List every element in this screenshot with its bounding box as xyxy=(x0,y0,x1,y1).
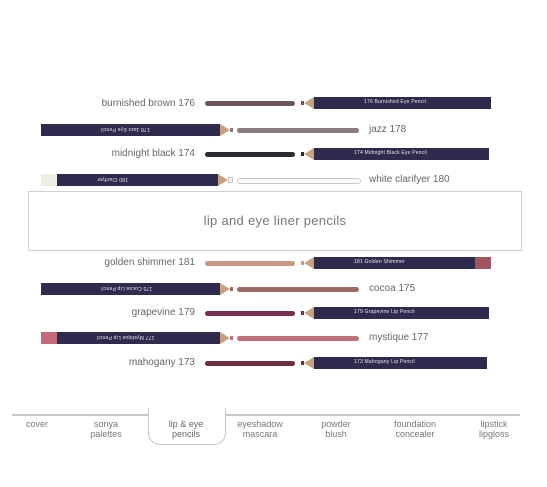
nav-tab-label: lipstick xyxy=(480,419,508,429)
pencil-tip xyxy=(304,148,314,160)
color-swatch-jazz xyxy=(237,128,359,133)
pencil-tip xyxy=(220,124,230,136)
pencil-imprint: 179 Grapevine Lip Pencil xyxy=(354,309,415,315)
nav-tab-label: concealer xyxy=(395,429,435,439)
product-label-burnished-brown: burnished brown 176 xyxy=(101,98,195,109)
product-label-jazz: jazz 178 xyxy=(369,124,407,135)
nav-tab-label: mascara xyxy=(242,429,278,439)
pencil-imprint: 181 Golden Shimmer xyxy=(354,259,405,265)
pencil-tip xyxy=(220,332,230,344)
pencil-imprint: 177 Mystique Lip Pencil xyxy=(97,334,155,340)
nav-tab-label: foundation xyxy=(393,419,437,429)
product-label-golden-shimmer: golden shimmer 181 xyxy=(104,257,195,268)
pencil-lead xyxy=(301,361,304,365)
nav-tab-eyeshadow-mascara[interactable]: eyeshadow mascara xyxy=(228,419,292,439)
pencil-tip xyxy=(304,97,314,109)
color-swatch-white-clarifyer xyxy=(237,178,361,184)
pencil-cocoa[interactable]: 175 Cocoa Lip Pencil xyxy=(41,283,233,295)
pencil-lead xyxy=(301,311,304,315)
nav-tab-sonya-palettes[interactable]: sonya palettes xyxy=(78,419,134,439)
nav-tab-powder-blush[interactable]: powder blush xyxy=(308,419,364,439)
color-swatch-grapevine xyxy=(205,311,295,316)
section-title-box: lip and eye liner pencils xyxy=(28,191,522,251)
pencil-jazz[interactable]: 178 Jazz Eye Pencil xyxy=(41,124,233,136)
nav-tab-lipstick-lipgloss[interactable]: lipstick lipgloss xyxy=(468,419,520,439)
pencil-imprint: 180 Clarifyer xyxy=(97,176,128,182)
pencil-barrel: 173 Mahogany Lip Pencil xyxy=(314,357,487,369)
pencil-barrel: 175 Cocoa Lip Pencil xyxy=(41,283,220,295)
nav-tab-label: eyeshadow xyxy=(237,419,283,429)
pencil-lead xyxy=(228,177,233,183)
pencil-mahogany[interactable]: 173 Mahogany Lip Pencil xyxy=(301,357,487,369)
nav-tab-cover[interactable]: cover xyxy=(18,419,56,429)
pencil-white-clarifyer[interactable]: 180 Clarifyer xyxy=(41,174,233,186)
pencil-lead xyxy=(301,152,304,156)
product-label-midnight-black: midnight black 174 xyxy=(111,148,195,159)
pencil-imprint: 178 Jazz Eye Pencil xyxy=(101,126,150,132)
pencil-barrel: 177 Mystique Lip Pencil xyxy=(57,332,220,344)
pencil-lead xyxy=(301,261,304,265)
nav-tab-label: lip & eye xyxy=(168,419,204,429)
nav-tab-label: lipgloss xyxy=(478,429,509,439)
pencil-lead xyxy=(230,287,233,291)
nav-tab-label: cover xyxy=(25,419,48,429)
pencil-midnight-black[interactable]: 174 Midnight Black Eye Pencil xyxy=(301,148,489,160)
pencil-lead xyxy=(230,336,233,340)
pencil-lead xyxy=(230,128,233,132)
pencil-imprint: 174 Midnight Black Eye Pencil xyxy=(354,150,428,156)
product-label-white-clarifyer: white clarifyer 180 xyxy=(369,174,450,185)
color-swatch-burnished-brown xyxy=(205,101,295,106)
nav-tab-foundation-concealer[interactable]: foundation concealer xyxy=(382,419,448,439)
pencil-imprint: 173 Mahogany Lip Pencil xyxy=(354,359,415,365)
nav-tab-label: blush xyxy=(325,429,347,439)
pencil-imprint: 175 Cocoa Lip Pencil xyxy=(101,285,153,291)
section-title: lip and eye liner pencils xyxy=(203,213,347,228)
pencil-golden-shimmer[interactable]: 181 Golden Shimmer xyxy=(301,257,491,269)
product-label-mystique: mystique 177 xyxy=(369,332,429,343)
pencil-tip xyxy=(220,283,230,295)
pencil-barrel: 181 Golden Shimmer xyxy=(314,257,475,269)
pencil-end-cap xyxy=(41,174,57,186)
pencil-barrel: 179 Grapevine Lip Pencil xyxy=(314,307,489,319)
pencil-tip xyxy=(304,307,314,319)
nav-tab-label: powder xyxy=(321,419,351,429)
nav-tab-label: sonya xyxy=(93,419,119,429)
pencil-end-cap xyxy=(41,332,57,344)
pencil-tip xyxy=(304,257,314,269)
product-label-grapevine: grapevine 179 xyxy=(131,307,195,318)
pencil-mystique[interactable]: 177 Mystique Lip Pencil xyxy=(41,332,233,344)
pencil-burnished-brown[interactable]: 176 Burnished Eye Pencil xyxy=(301,97,491,109)
pencil-barrel: 178 Jazz Eye Pencil xyxy=(41,124,220,136)
nav-divider xyxy=(12,414,520,416)
pencil-barrel: 180 Clarifyer xyxy=(57,174,218,186)
pencil-end-cap xyxy=(475,257,491,269)
color-swatch-cocoa xyxy=(237,287,359,292)
nav-tab-label: pencils xyxy=(171,429,200,439)
product-label-mahogany: mahogany 173 xyxy=(128,357,195,368)
pencil-barrel: 174 Midnight Black Eye Pencil xyxy=(314,148,489,160)
nav-tab-label: palettes xyxy=(90,429,122,439)
pencil-grapevine[interactable]: 179 Grapevine Lip Pencil xyxy=(301,307,489,319)
color-swatch-mahogany xyxy=(205,361,295,366)
pencil-imprint: 176 Burnished Eye Pencil xyxy=(364,99,427,105)
color-swatch-midnight-black xyxy=(205,152,295,157)
nav-tab-lip-eye-pencils[interactable]: lip & eye pencils xyxy=(156,419,216,439)
pencil-barrel: 176 Burnished Eye Pencil xyxy=(314,97,491,109)
color-swatch-golden-shimmer xyxy=(205,261,295,266)
product-label-cocoa: cocoa 175 xyxy=(369,283,416,294)
pencil-tip xyxy=(304,357,314,369)
pencil-lead xyxy=(301,101,304,105)
color-swatch-mystique xyxy=(237,336,359,341)
active-tab-highlight xyxy=(148,408,226,445)
pencil-tip xyxy=(218,174,228,186)
